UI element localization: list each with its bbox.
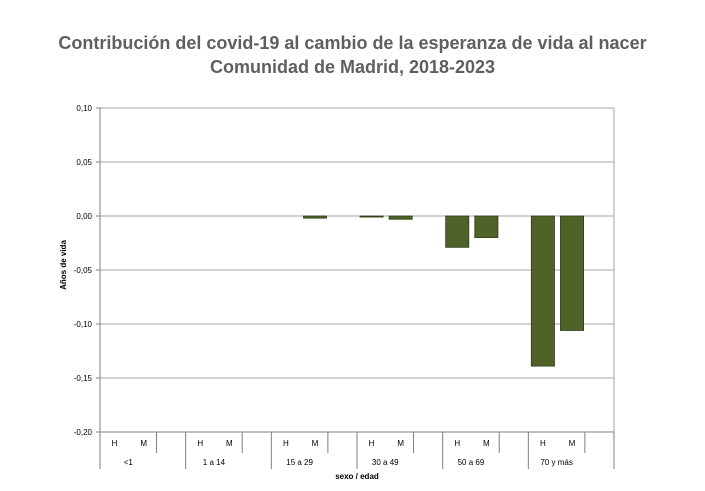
- sex-label: M: [483, 439, 490, 448]
- y-tick-label: 0,05: [76, 158, 92, 167]
- bars: [303, 215, 584, 367]
- bar: [359, 215, 384, 218]
- y-tick-label: 0,00: [76, 212, 92, 221]
- x-category-label: 70 y más: [540, 458, 572, 467]
- sex-label: M: [226, 439, 233, 448]
- bar: [560, 215, 584, 331]
- x-category-label: 1 a 14: [203, 458, 226, 467]
- y-tick-label: 0,10: [76, 104, 92, 113]
- x-category-label: 50 a 69: [458, 458, 485, 467]
- y-tick-labels: 0,10 0,05 0,00 -0,05 -0,10 -0,15 -0,20: [74, 104, 93, 437]
- sex-label: M: [569, 439, 576, 448]
- sex-label: H: [283, 439, 289, 448]
- bar: [530, 215, 555, 367]
- sex-label: M: [397, 439, 404, 448]
- x-category-labels: <1 H M 1 a 14 H M 15 a 29 H M 30 a 49 H M 50 a 69 H M 7…: [112, 439, 576, 467]
- bar: [388, 215, 413, 220]
- sex-label: H: [454, 439, 460, 448]
- x-category-label: <1: [124, 458, 134, 467]
- sex-label: H: [197, 439, 203, 448]
- y-tick-label: -0,10: [74, 320, 93, 329]
- y-tick-label: -0,05: [74, 266, 93, 275]
- x-category-label: 15 a 29: [286, 458, 313, 467]
- axes: [96, 107, 615, 469]
- y-tick-label: -0,20: [74, 428, 93, 437]
- bar: [474, 215, 499, 239]
- bar: [445, 215, 470, 248]
- sex-label: H: [540, 439, 546, 448]
- sex-label: M: [312, 439, 319, 448]
- sex-label: H: [369, 439, 375, 448]
- bar: [303, 215, 327, 219]
- x-axis-label: sexo / edad: [335, 472, 379, 481]
- y-tick-label: -0,15: [74, 374, 93, 383]
- x-category-label: 30 a 49: [372, 458, 399, 467]
- sex-label: H: [112, 439, 118, 448]
- sex-label: M: [140, 439, 147, 448]
- chart-title: Contribución del covid-19 al cambio de l…: [58, 33, 647, 53]
- chart-subtitle: Comunidad de Madrid, 2018-2023: [209, 57, 496, 77]
- y-axis-label: Años de vida: [59, 240, 68, 290]
